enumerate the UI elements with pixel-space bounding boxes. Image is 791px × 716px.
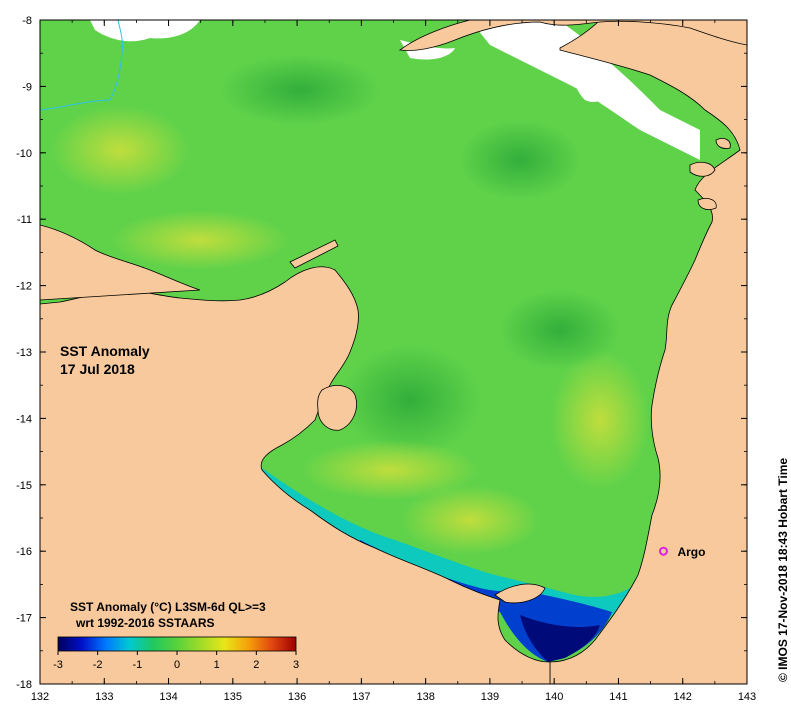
latitude-tick-label: -9: [22, 81, 32, 93]
land-cape-york: [549, 20, 747, 684]
colorbar-ticks: -3 -2 -1 0 1 2 3: [53, 651, 299, 671]
longitude-tick-label: 135: [224, 691, 242, 703]
land-wessel-islands: [289, 239, 339, 269]
colorbar-subtitle: wrt 1992-2016 SSTAARS: [75, 616, 215, 630]
river-line: [40, 20, 123, 111]
colorbar-tick-label: -2: [93, 659, 103, 671]
cloud-gaps: [90, 20, 700, 160]
latitude-tick-label: -15: [16, 480, 32, 492]
latitude-tick-label: -17: [16, 613, 32, 625]
longitude-tick-label: 132: [31, 691, 49, 703]
argo-float-marker: [658, 546, 668, 556]
latitude-tick-label: -12: [16, 281, 32, 293]
argo-label: Argo: [677, 545, 705, 559]
latitude-tick-label: -18: [16, 679, 32, 691]
land: [40, 20, 747, 684]
land-mornington-island: [494, 583, 546, 604]
colorbar-tick-label: 3: [293, 659, 299, 671]
longitude-tick-label: 138: [416, 691, 434, 703]
longitude-tick-label: 142: [674, 691, 692, 703]
land-islets: [689, 138, 731, 210]
longitude-tick-label: 133: [95, 691, 113, 703]
land-cobourg: [40, 224, 201, 301]
latitude-tick-label: -10: [16, 148, 32, 160]
longitude-tick-label: 141: [609, 691, 627, 703]
colorbar-tick-label: -3: [53, 659, 63, 671]
longitude-tick-label: 143: [738, 691, 756, 703]
colorbar-tick-label: 0: [174, 659, 180, 671]
longitude-tick-label: 137: [352, 691, 370, 703]
map-title: SST Anomaly: [60, 343, 150, 359]
longitude-tick-label: 136: [288, 691, 306, 703]
longitude-tick-label: 139: [481, 691, 499, 703]
latitude-tick-label: -8: [22, 15, 32, 27]
colorbar-title: SST Anomaly (°C) L3SM-6d QL>=3: [70, 600, 266, 614]
colorbar-tick-label: -1: [132, 659, 142, 671]
land-groote-eylandt: [317, 385, 357, 431]
land-new-guinea: [398, 20, 747, 51]
longitude-axis: 132 133 134 135 136 137 138 139 140 141 142 143: [31, 20, 756, 703]
latitude-tick-label: -14: [16, 413, 32, 425]
latitude-tick-label: -11: [17, 214, 32, 226]
map-date: 17 Jul 2018: [60, 361, 135, 377]
argo-markers: Argo: [658, 545, 705, 559]
latitude-tick-label: -13: [16, 347, 32, 359]
latitude-tick-label: -16: [16, 546, 32, 558]
deepest-cold-band: [520, 615, 600, 662]
colorbar-tick-label: 1: [214, 659, 220, 671]
latitude-axis: -8-9-10-11-12-13-14-15-16-17-18: [16, 15, 747, 691]
imos-credit: © IMOS 17-Nov-2018 18:43 Hobart Time: [776, 457, 790, 682]
colorbar: [57, 636, 297, 652]
longitude-tick-label: 134: [159, 691, 177, 703]
colorbar-tick-label: 2: [253, 659, 259, 671]
longitude-tick-label: 140: [545, 691, 563, 703]
anomaly-texture: [50, 55, 650, 555]
